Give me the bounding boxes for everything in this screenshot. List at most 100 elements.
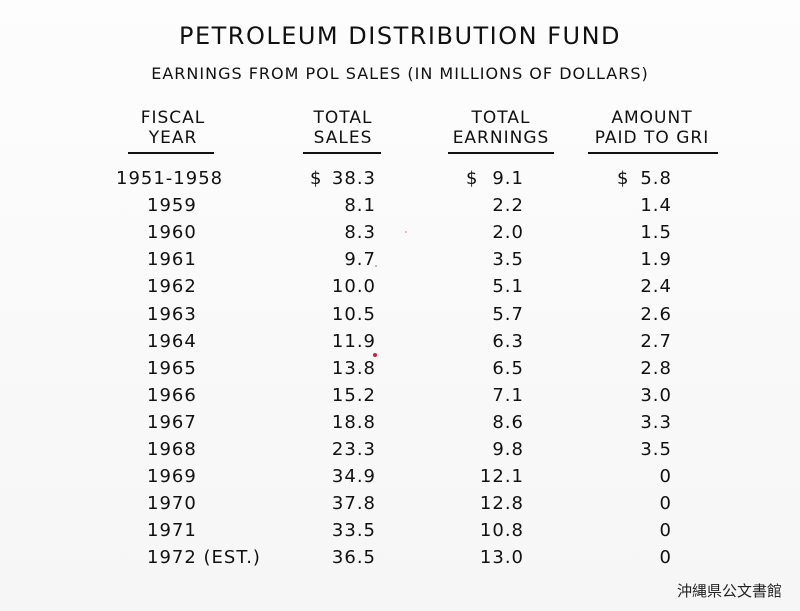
- cell-amount-paid: 0: [659, 493, 672, 515]
- cell-total-sales: 23.3: [331, 439, 376, 460]
- cell-amount-paid: 0: [659, 547, 672, 569]
- header-total-earnings: TOTAL EARNINGS: [446, 108, 556, 148]
- cell-fiscal-year: 1968: [147, 439, 197, 460]
- cell-amount-paid: 2.6: [640, 303, 672, 325]
- table-row: 1951-1958 38.3 9.1 5.8 $ $ $: [0, 168, 800, 192]
- table-row: 1967 18.8 8.6 3.3: [0, 412, 800, 436]
- cell-total-sales: 9.7: [344, 249, 376, 271]
- cell-fiscal-year: 1961: [147, 249, 197, 271]
- header-underline-total-sales: [303, 152, 381, 154]
- cell-total-sales: 38.3: [331, 168, 376, 189]
- cell-total-sales: 34.9: [331, 466, 376, 488]
- cell-total-earnings: 5.7: [492, 303, 524, 325]
- cell-amount-paid: 1.5: [640, 222, 672, 244]
- table-row: 1966 15.2 7.1 3.0: [0, 385, 800, 409]
- cell-total-earnings: 13.0: [479, 547, 524, 569]
- cell-total-earnings: 12.8: [479, 493, 524, 515]
- header-underline-amount-paid: [588, 152, 718, 154]
- cell-total-earnings: 9.8: [492, 439, 524, 460]
- cell-fiscal-year: 1970: [147, 493, 197, 515]
- page-title: PETROLEUM DISTRIBUTION FUND: [178, 22, 622, 50]
- table-row: 1962 10.0 5.1 2.4: [0, 276, 800, 300]
- cell-total-earnings: 5.1: [492, 276, 524, 298]
- currency-earnings: $: [466, 168, 479, 189]
- header-fiscal-year: FISCAL YEAR: [118, 108, 228, 148]
- table-row: 1972 (EST.) 36.5 13.0 0: [0, 547, 800, 571]
- cell-amount-paid: 5.8: [640, 168, 672, 189]
- cell-total-sales: 13.8: [331, 357, 376, 379]
- cell-fiscal-year: 1967: [147, 411, 197, 433]
- cell-fiscal-year: 1966: [147, 384, 197, 406]
- table-row: 1971 33.5 10.8 0: [0, 520, 800, 544]
- paper-speck: [373, 353, 377, 357]
- cell-amount-paid: 2.4: [640, 276, 672, 298]
- header-fiscal-year-line-1: FISCAL: [140, 108, 206, 128]
- cell-amount-paid: 1.4: [640, 195, 672, 217]
- cell-amount-paid: 1.9: [640, 249, 672, 271]
- cell-fiscal-year: 1969: [147, 466, 197, 488]
- header-total-sales-line-1: TOTAL: [313, 108, 373, 128]
- header-total-sales: TOTAL SALES: [298, 108, 388, 148]
- cell-total-sales: 33.5: [331, 520, 376, 542]
- header-total-earnings-line-2: EARNINGS: [452, 128, 550, 148]
- cell-fiscal-year: 1971: [147, 520, 197, 542]
- cell-amount-paid: 3.5: [640, 439, 672, 460]
- cell-total-sales: 10.0: [331, 276, 376, 298]
- cell-total-earnings: 10.8: [479, 520, 524, 542]
- cell-total-sales: 37.8: [331, 493, 376, 515]
- cell-fiscal-year: 1963: [147, 303, 197, 325]
- header-underline-total-earnings: [448, 152, 554, 154]
- cell-amount-paid: 3.3: [640, 411, 672, 433]
- cell-total-earnings: 2.2: [492, 195, 524, 217]
- cell-fiscal-year: 1960: [147, 222, 197, 244]
- header-total-sales-line-2: SALES: [313, 128, 373, 148]
- header-amount-paid-line-1: AMOUNT: [611, 108, 693, 128]
- table-row: 1963 10.5 5.7 2.6: [0, 304, 800, 328]
- table-row: 1964 11.9 6.3 2.7: [0, 331, 800, 355]
- archive-watermark: 沖縄県公文書館: [676, 582, 782, 600]
- currency-sales: $: [310, 168, 323, 189]
- cell-total-sales: 18.8: [331, 411, 376, 433]
- cell-total-earnings: 9.1: [492, 168, 524, 189]
- paper-speck: [375, 265, 377, 267]
- header-total-earnings-line-1: TOTAL: [471, 108, 531, 128]
- cell-total-sales: 8.3: [344, 222, 376, 244]
- header-amount-paid: AMOUNT PAID TO GRI: [584, 108, 720, 148]
- header-amount-paid-line-2: PAID TO GRI: [594, 128, 710, 148]
- currency-paid: $: [617, 168, 630, 189]
- table-row: 1970 37.8 12.8 0: [0, 493, 800, 517]
- cell-total-sales: 10.5: [331, 303, 376, 325]
- cell-total-earnings: 6.5: [492, 357, 524, 379]
- cell-fiscal-year: 1972 (EST.): [147, 547, 261, 569]
- cell-total-sales: 11.9: [331, 330, 376, 352]
- table-row: 1959 8.1 2.2 1.4: [0, 195, 800, 219]
- cell-amount-paid: 2.8: [640, 357, 672, 379]
- cell-total-sales: 36.5: [331, 547, 376, 569]
- cell-total-earnings: 2.0: [492, 222, 524, 244]
- table-row: 1960 8.3 2.0 1.5: [0, 222, 800, 246]
- cell-total-sales: 15.2: [331, 384, 376, 406]
- header-underline-fiscal-year: [128, 152, 214, 154]
- cell-total-earnings: 8.6: [492, 411, 524, 433]
- cell-amount-paid: 3.0: [640, 384, 672, 406]
- table-row: 1965 13.8 6.5 2.8: [0, 358, 800, 382]
- cell-fiscal-year: 1951-1958: [116, 168, 224, 189]
- cell-fiscal-year: 1962: [147, 276, 197, 298]
- cell-amount-paid: 0: [659, 466, 672, 488]
- cell-fiscal-year: 1959: [147, 195, 197, 217]
- cell-fiscal-year: 1965: [147, 357, 197, 379]
- header-fiscal-year-line-2: YEAR: [148, 128, 198, 148]
- table-row: 1968 23.3 9.8 3.5: [0, 439, 800, 463]
- cell-fiscal-year: 1964: [147, 330, 197, 352]
- cell-total-earnings: 3.5: [492, 249, 524, 271]
- cell-total-earnings: 12.1: [479, 466, 524, 488]
- table-row: 1969 34.9 12.1 0: [0, 466, 800, 490]
- cell-total-sales: 8.1: [344, 195, 376, 217]
- cell-amount-paid: 0: [659, 520, 672, 542]
- cell-amount-paid: 2.7: [640, 330, 672, 352]
- cell-total-earnings: 7.1: [492, 384, 524, 406]
- cell-total-earnings: 6.3: [492, 330, 524, 352]
- table-row: 1961 9.7 3.5 1.9: [0, 249, 800, 273]
- paper-speck: [405, 231, 407, 233]
